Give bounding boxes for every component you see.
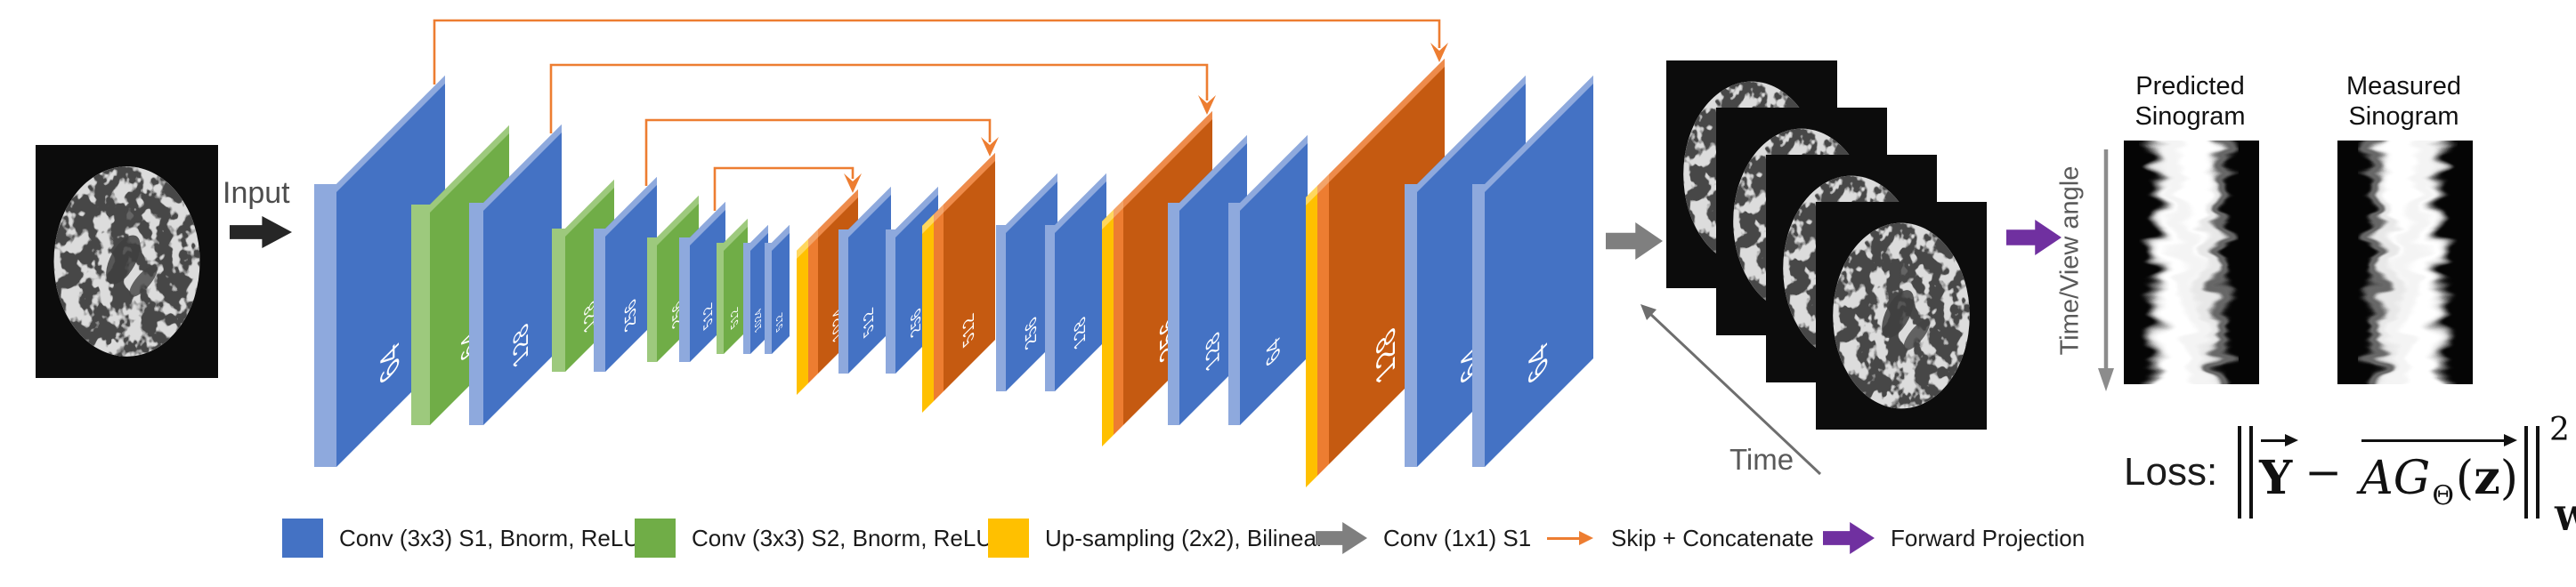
legend-label: Conv (3x3) S2, Bnorm, ReLU [692, 524, 993, 551]
unet-upsample-band [1306, 186, 1317, 487]
unet-block-side [838, 229, 848, 374]
left-paren: ( [2455, 451, 2475, 505]
unet-block-side [314, 184, 336, 467]
legend-item-conv-1x1: Conv (1x1) S1 [1316, 518, 1531, 559]
unet-block-label: 512 [729, 302, 741, 333]
ag-vector-arrow-icon [2361, 433, 2517, 446]
conv-s1-swatch-icon [282, 519, 323, 558]
forward-projection-legend-icon [1823, 522, 1875, 554]
loss-label: Loss: [2124, 449, 2218, 494]
predicted-sinogram-image [2124, 141, 2259, 384]
unet-block-side [996, 225, 1006, 391]
unet-block-side [647, 237, 657, 362]
unet-concat-side-band [808, 229, 818, 383]
unet-upsample-band [797, 239, 808, 395]
y-symbol: Y [2259, 450, 2293, 505]
unet-block-label: 128 [1372, 318, 1401, 394]
measured-sinogram-image [2337, 141, 2473, 384]
unet-block-conv-512: 512 [772, 225, 790, 354]
measured-sinogram-title: Measured Sinogram [2346, 72, 2461, 132]
weight-subscript: W [2555, 500, 2576, 538]
unet-block-side [717, 243, 724, 354]
unet-block-conv-64: 64 [1240, 135, 1308, 425]
loss-formula: Loss: Y − A G Θ ( z ) 2 W [2124, 398, 2576, 545]
sinogram-axis-label: Time/View angle [2055, 165, 2085, 356]
unet-block-concat-512: 512 [944, 153, 995, 391]
norm-exponents: 2 W [2549, 411, 2576, 538]
unet-block-label: 1024 [754, 303, 764, 335]
reconstructed-frame-4 [1816, 202, 1987, 430]
unet-concat-side-band [1114, 200, 1123, 435]
legend-label: Conv (3x3) S1, Bnorm, ReLU [339, 524, 641, 551]
legend-item-forward-projection: Forward Projection [1823, 518, 2085, 559]
system-matrix-symbol: A [2360, 451, 2394, 505]
unet-block-label: 128 [1203, 324, 1224, 378]
legend-item-conv-s2: Conv (3x3) S2, Bnorm, ReLU [635, 518, 992, 559]
generator-symbol: G [2393, 451, 2431, 505]
unet-block-label: 512 [775, 308, 785, 334]
unet-upsample-band [922, 214, 934, 413]
unet-block-side [1472, 184, 1485, 467]
time-axis-label: Time [1729, 443, 1794, 476]
unet-concat-side-band [934, 205, 944, 401]
y-vector-term: Y [2259, 433, 2299, 505]
legend-label: Forward Projection [1891, 524, 2086, 551]
input-label: Input [223, 176, 290, 210]
unet-block-label: 512 [862, 302, 878, 342]
unet-block-side [552, 229, 565, 372]
unet-block-side [1228, 203, 1240, 425]
unet-block-label: 128 [510, 315, 534, 375]
unet-block-label: 64 [1524, 333, 1553, 393]
unet-block-side [1168, 203, 1179, 425]
conv-1x1-arrow-icon [1316, 522, 1367, 554]
unet-block-side [743, 243, 750, 354]
y-vector-arrow-icon [2261, 433, 2299, 446]
conv-s2-swatch-icon [635, 519, 676, 558]
legend-label: Skip + Concatenate [1611, 524, 1814, 551]
predicted-sinogram-title: Predicted Sinogram [2135, 72, 2246, 132]
unet-block-side [765, 243, 772, 354]
unet-block-side [1045, 225, 1055, 391]
unet-block-side [594, 229, 605, 372]
norm-bar-left-icon [2238, 425, 2254, 519]
unet-block-label: 128 [1071, 310, 1090, 356]
legend-label: Up-sampling (2x2), Bilinear [1045, 524, 1324, 551]
right-paren: ) [2499, 451, 2519, 505]
unet-block-label: 256 [1022, 310, 1041, 356]
unet-block-side [469, 203, 483, 425]
z-symbol: z [2474, 450, 2500, 505]
unet-block-conv-128: 128 [1055, 173, 1106, 391]
minus-sign: − [2305, 446, 2343, 498]
unet-block-label: 256 [621, 293, 640, 339]
legend-item-skip-concatenate: Skip + Concatenate [1547, 518, 1814, 559]
unet-block-label: 64 [376, 333, 405, 393]
unet-block-side [679, 237, 690, 362]
unet-block-side [886, 229, 895, 374]
unet-block-side [1405, 184, 1417, 467]
unet-concat-side-band [1317, 174, 1329, 476]
unet-upsample-band [1102, 210, 1114, 446]
theta-subscript: Θ [2432, 479, 2454, 511]
unet-block-label: 64 [1263, 329, 1284, 373]
legend-item-upsampling: Up-sampling (2x2), Bilinear [988, 518, 1324, 559]
unet-block-label: 512 [960, 308, 978, 354]
unet-block-side [411, 205, 430, 425]
norm-bar-right-icon [2524, 425, 2540, 519]
skip-arrow-icon [1547, 531, 1595, 545]
legend-item-conv-s1: Conv (3x3) S1, Bnorm, ReLU [282, 518, 640, 559]
forward-model-term: A G Θ ( z ) [2360, 433, 2519, 511]
unet-block-label: 512 [701, 298, 715, 335]
squared-exponent: 2 [2549, 411, 2570, 448]
upsampling-swatch-icon [988, 519, 1029, 558]
legend-label: Conv (1x1) S1 [1383, 524, 1532, 551]
